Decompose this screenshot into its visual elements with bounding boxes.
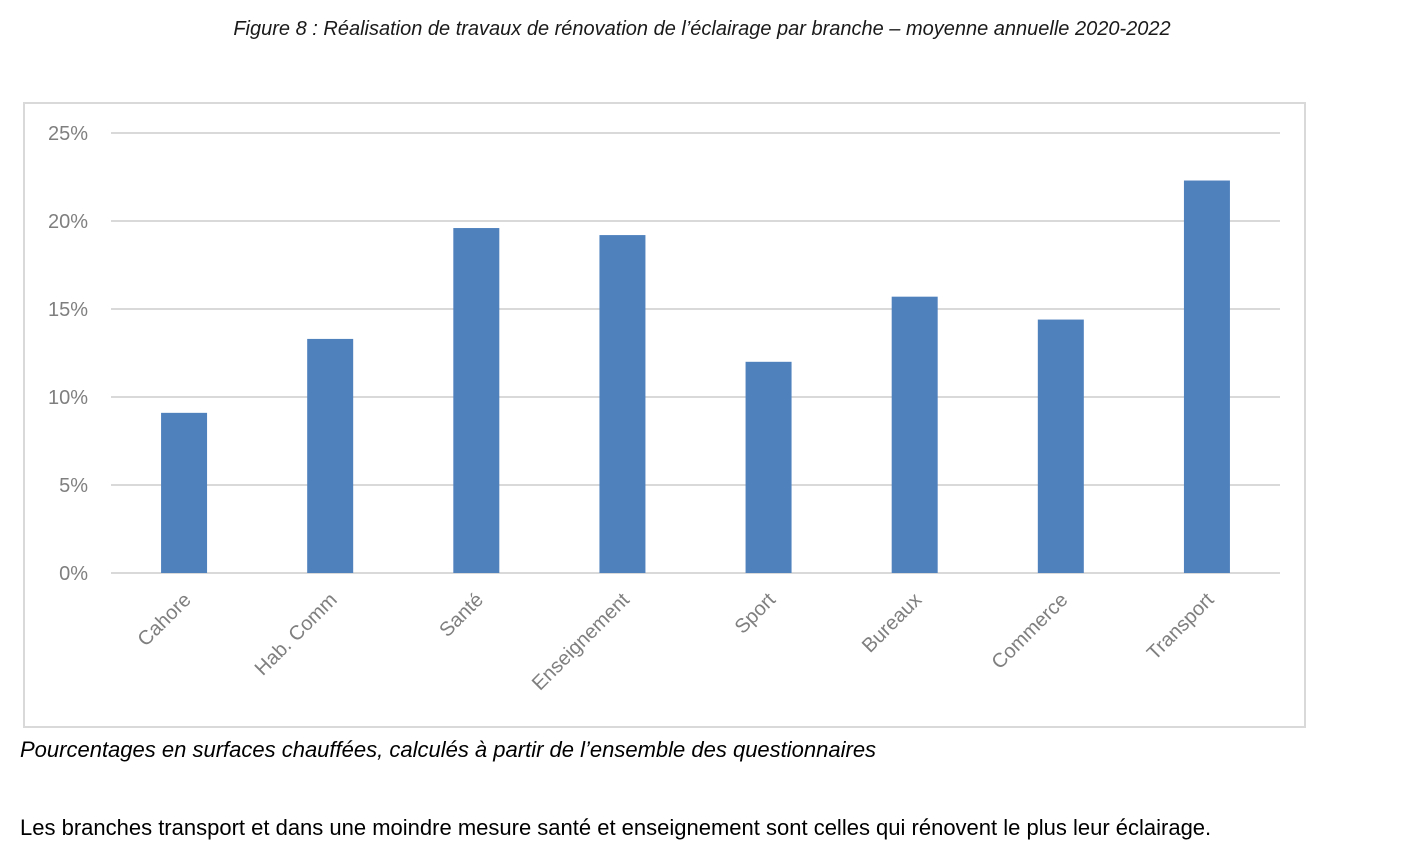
figure-title: Figure 8 : Réalisation de travaux de rén… — [233, 18, 1171, 40]
body-paragraph: Les branches transport et dans une moind… — [20, 815, 1212, 840]
y-tick-label: 10% — [48, 387, 88, 409]
bar — [891, 296, 938, 573]
bar — [453, 228, 500, 573]
y-tick-label: 20% — [48, 211, 88, 233]
x-tick-label: Transport — [1143, 589, 1219, 665]
y-tick-label: 5% — [59, 475, 88, 497]
chart-frame: 0% 5% 10% 15% 20% 25% Cahore Hab. Comm Santé Ense… — [23, 102, 1306, 728]
x-tick-label: Santé — [435, 589, 488, 642]
y-tick-label: 25% — [48, 123, 88, 145]
chart-caption: Pourcentages en surfaces chauffées, calc… — [20, 737, 877, 762]
y-tick-label: 0% — [59, 563, 88, 585]
bar — [1183, 180, 1230, 573]
x-tick-label: Bureaux — [858, 589, 926, 657]
bar-chart: 0% 5% 10% 15% 20% 25% Cahore Hab. Comm Santé Ense… — [48, 123, 1280, 695]
bar — [161, 412, 208, 573]
x-tick-label: Enseignement — [528, 589, 634, 695]
y-tick-label: 15% — [48, 299, 88, 321]
bar — [599, 235, 646, 573]
bar — [307, 338, 354, 573]
x-tick-label: Hab. Comm — [251, 589, 342, 680]
bar — [1037, 319, 1084, 573]
bar — [745, 361, 792, 573]
x-tick-label: Commerce — [988, 589, 1073, 674]
x-tick-label: Sport — [731, 589, 781, 639]
x-tick-label: Cahore — [134, 589, 196, 651]
